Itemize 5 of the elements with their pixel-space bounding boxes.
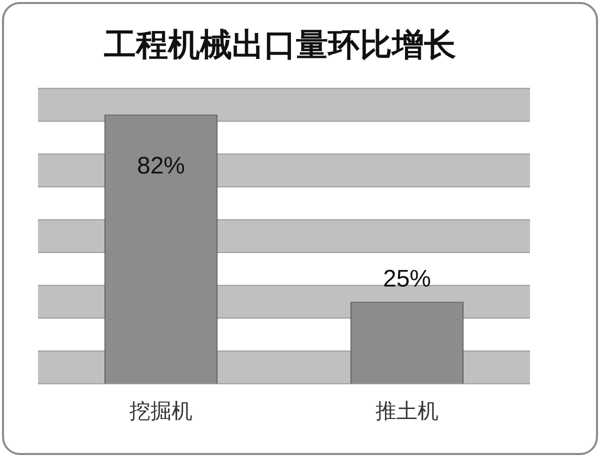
x-tick-label: 推土机 [376, 398, 438, 423]
data-label: 25% [382, 265, 432, 292]
data-label: 82% [136, 152, 186, 180]
x-tick-label: 挖掘机 [130, 398, 192, 423]
chart-title: 工程机械出口量环比增长 [103, 26, 456, 64]
